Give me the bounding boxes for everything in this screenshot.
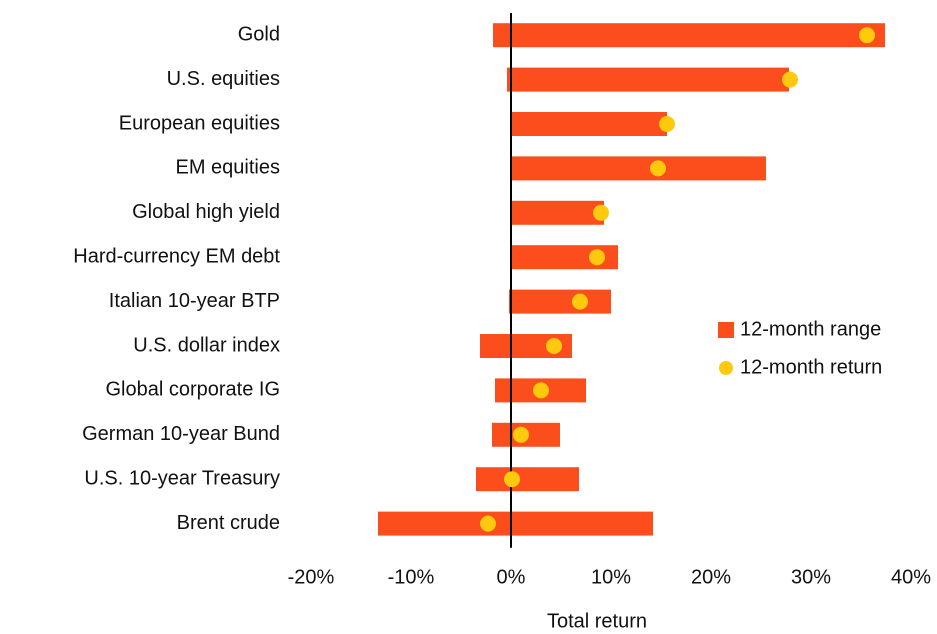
category-label: U.S. 10-year Treasury — [84, 467, 280, 489]
x-tick-label: 0% — [497, 566, 526, 588]
category-label: Brent crude — [177, 512, 280, 534]
x-axis-title: Total return — [547, 610, 647, 632]
category-label: U.S. dollar index — [133, 334, 280, 356]
x-tick-label: 30% — [791, 566, 831, 588]
x-tick-label: 20% — [691, 566, 731, 588]
legend-swatch — [719, 361, 733, 375]
category-label: Gold — [238, 23, 280, 45]
return-dot — [513, 426, 529, 443]
legend-label: 12-month return — [740, 356, 882, 378]
return-dot — [659, 116, 675, 132]
category-label: German 10-year Bund — [82, 423, 280, 445]
return-dot — [782, 71, 798, 88]
legend-label: 12-month range — [740, 318, 881, 340]
range-bar — [511, 112, 667, 136]
return-dot — [593, 204, 609, 221]
range-bar — [476, 467, 579, 492]
category-label: Global high yield — [132, 201, 280, 223]
x-tick-label: 10% — [591, 566, 631, 588]
x-tick-label: 40% — [891, 566, 931, 588]
category-label: U.S. equities — [167, 68, 280, 90]
category-label: Global corporate IG — [105, 379, 280, 401]
range-bar — [511, 200, 604, 225]
range-bar — [507, 67, 789, 92]
range-bar — [509, 289, 611, 314]
return-dot — [546, 338, 562, 354]
range-bar — [511, 156, 766, 181]
return-dot — [572, 293, 588, 310]
x-tick-label: -10% — [388, 566, 435, 588]
return-dot — [859, 27, 875, 44]
range-bar — [493, 23, 885, 48]
category-label: European equities — [119, 112, 280, 134]
x-tick-label: -20% — [288, 566, 335, 588]
return-dot — [533, 382, 549, 399]
category-label: Italian 10-year BTP — [109, 290, 280, 312]
legend-swatch — [718, 322, 734, 338]
return-dot — [504, 471, 520, 488]
return-dot — [650, 160, 666, 177]
category-label: Hard-currency EM debt — [73, 245, 280, 267]
range-bar — [378, 511, 653, 536]
return-dot — [589, 249, 605, 266]
category-label: EM equities — [176, 157, 281, 179]
return-dot — [480, 515, 496, 532]
